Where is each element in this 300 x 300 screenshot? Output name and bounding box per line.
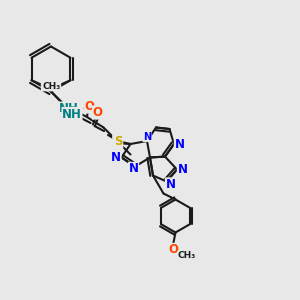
Text: NH: NH [62, 107, 82, 121]
Text: N: N [111, 151, 121, 164]
Text: N: N [143, 131, 151, 142]
Text: O: O [168, 243, 178, 256]
Text: S: S [113, 134, 121, 148]
Text: O: O [92, 106, 103, 119]
Text: S: S [114, 135, 123, 148]
Text: NH: NH [59, 102, 79, 115]
Text: N: N [165, 178, 176, 191]
Text: CH₃: CH₃ [178, 251, 196, 260]
Text: N: N [177, 163, 188, 176]
Text: N: N [174, 137, 184, 151]
Text: CH₃: CH₃ [41, 82, 59, 91]
Text: O: O [84, 100, 94, 113]
Text: CH₃: CH₃ [43, 82, 61, 91]
Text: N: N [128, 162, 139, 176]
